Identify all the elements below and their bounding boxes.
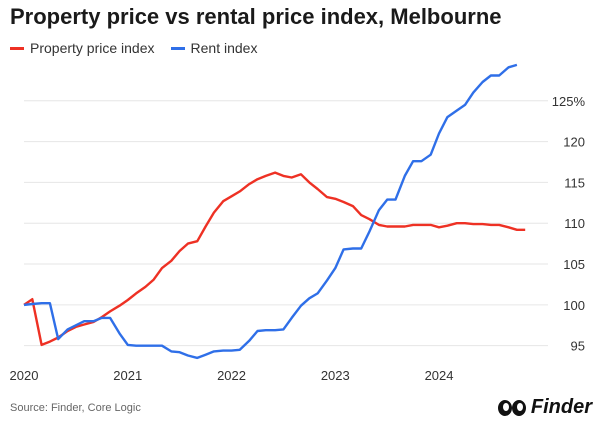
legend-swatch-property — [10, 46, 24, 50]
grid-lines — [24, 100, 548, 347]
y-tick-label: 105 — [563, 257, 585, 272]
x-axis-ticks: 2020 2021 2022 2023 2024 — [10, 368, 454, 383]
y-tick-label: 115 — [564, 175, 585, 190]
legend-item-property[interactable]: Property price index — [10, 40, 155, 56]
x-tick-label: 2023 — [321, 368, 350, 383]
x-tick-label: 2020 — [10, 368, 39, 383]
series-line-property-price — [23, 171, 526, 347]
chart-legend: Property price index Rent index — [10, 40, 257, 56]
source-note: Source: Finder, Core Logic — [10, 402, 141, 414]
brand-name: Finder — [530, 396, 592, 418]
finder-eyes-icon — [497, 399, 526, 416]
y-tick-label: 95 — [571, 339, 585, 354]
legend-label-rent: Rent index — [190, 40, 258, 56]
finder-logo: Finder — [497, 396, 592, 419]
x-tick-label: 2021 — [113, 368, 142, 383]
y-tick-label: 125% — [552, 94, 586, 109]
legend-label-property: Property price index — [30, 40, 155, 56]
y-tick-label: 120 — [563, 135, 585, 150]
x-tick-label: 2024 — [425, 368, 454, 383]
y-axis-ticks: 95 100 105 110 115 120 125% — [552, 94, 586, 354]
series-line-rent — [23, 63, 518, 360]
legend-swatch-rent — [170, 46, 185, 50]
chart-title: Property price vs rental price index, Me… — [10, 4, 502, 29]
legend-item-rent[interactable]: Rent index — [170, 40, 258, 56]
series-lines — [23, 63, 526, 360]
y-tick-label: 100 — [563, 298, 585, 313]
x-tick-label: 2022 — [217, 368, 246, 383]
y-tick-label: 110 — [564, 216, 585, 231]
